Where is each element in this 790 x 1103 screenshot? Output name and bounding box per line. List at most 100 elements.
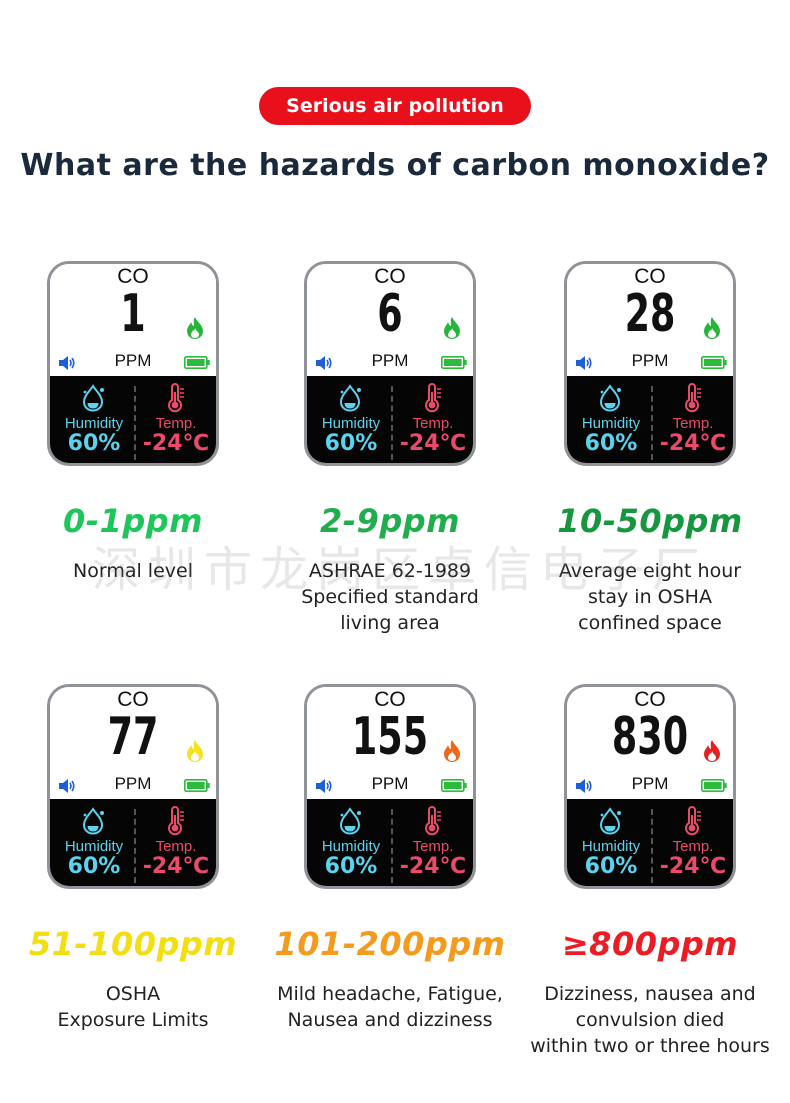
temperature-value: -24℃ [142, 431, 210, 456]
description-line: Mild headache, Fatigue, [277, 983, 503, 1005]
level-description: Dizziness, nausea and convulsion died with… [520, 981, 780, 1059]
co-reading: 77 [107, 707, 159, 767]
flame-icon [444, 317, 460, 339]
display-top-panel: CO 1 PPM [50, 264, 216, 376]
panel-divider [651, 809, 653, 883]
unit-label: PPM [114, 774, 152, 793]
display-top-panel: CO 77 PPM [50, 687, 216, 799]
battery-icon [701, 356, 727, 369]
humidity-drop-icon [82, 807, 104, 835]
panel-divider [391, 809, 393, 883]
ppm-range: 0-1ppm [63, 502, 203, 540]
description-line: Average eight hour [558, 560, 742, 582]
page-headline: What are the hazards of carbon monoxide? [20, 148, 770, 183]
display-bottom-panel: Humidity 60% Temp. -24℃ [567, 799, 733, 886]
description-line: Nausea and dizziness [287, 1009, 493, 1031]
unit-label: PPM [631, 351, 669, 370]
level-description: Mild headache, Fatigue, Nausea and dizzin… [260, 981, 520, 1033]
level-description: Normal level [3, 558, 263, 584]
battery-icon [441, 356, 467, 369]
thermometer-icon [685, 806, 701, 836]
panel-divider [134, 386, 136, 460]
display-bottom-panel: Humidity 60% Temp. -24℃ [307, 376, 473, 463]
unit-label: PPM [371, 774, 409, 793]
gas-label: CO [117, 688, 149, 711]
ppm-range: 51-100ppm [28, 925, 238, 963]
display-top-panel: CO 6 PPM [307, 264, 473, 376]
display-top-panel: CO 28 PPM [567, 264, 733, 376]
description-line: Specified standard [301, 586, 479, 608]
gas-label: CO [374, 265, 406, 288]
battery-icon [441, 779, 467, 792]
description-line: Dizziness, nausea and [544, 983, 756, 1005]
battery-icon [701, 779, 727, 792]
panel-divider [391, 386, 393, 460]
battery-icon [184, 779, 210, 792]
flame-icon [187, 740, 203, 762]
unit-label: PPM [114, 351, 152, 370]
ppm-range: ≥800ppm [561, 925, 739, 963]
flame-icon [704, 740, 720, 762]
description-line: Exposure Limits [57, 1009, 209, 1031]
speaker-icon [316, 779, 332, 793]
battery-icon [184, 356, 210, 369]
thermometer-icon [425, 383, 441, 413]
thermometer-icon [168, 806, 184, 836]
temperature-label: Temp. [672, 838, 714, 855]
humidity-label: Humidity [581, 415, 641, 432]
co-monitor-card: CO 6 PPM [304, 261, 476, 466]
thermometer-icon [685, 383, 701, 413]
co-monitor-card: CO 830 PPM [564, 684, 736, 889]
temperature-value: -24℃ [659, 431, 727, 456]
temperature-value: -24℃ [399, 854, 467, 879]
humidity-label: Humidity [64, 415, 124, 432]
humidity-value: 60% [67, 854, 121, 879]
humidity-value: 60% [67, 431, 121, 456]
humidity-drop-icon [599, 807, 621, 835]
display-bottom-panel: Humidity 60% Temp. -24℃ [307, 799, 473, 886]
temperature-value: -24℃ [399, 431, 467, 456]
co-reading: 28 [624, 284, 676, 344]
description-line: convulsion died [575, 1009, 725, 1031]
level-description: ASHRAE 62-1989 Specified standard living a… [260, 558, 520, 636]
speaker-icon [576, 356, 592, 370]
humidity-drop-icon [339, 384, 361, 412]
flame-icon [704, 317, 720, 339]
level-description: OSHA Exposure Limits [3, 981, 263, 1033]
ppm-range: 2-9ppm [320, 502, 460, 540]
co-monitor-card: CO 28 PPM [564, 261, 736, 466]
gas-label: CO [634, 688, 666, 711]
co-monitor-card: CO 77 PPM [47, 684, 219, 889]
description-line: ASHRAE 62-1989 [308, 560, 472, 582]
panel-divider [651, 386, 653, 460]
humidity-drop-icon [599, 384, 621, 412]
display-bottom-panel: Humidity 60% Temp. -24℃ [50, 799, 216, 886]
co-reading: 830 [611, 707, 689, 767]
co-reading: 1 [120, 284, 146, 344]
level-description: Average eight hour stay in OSHA confined s… [520, 558, 780, 636]
temperature-label: Temp. [155, 838, 197, 855]
temperature-label: Temp. [155, 415, 197, 432]
display-bottom-panel: Humidity 60% Temp. -24℃ [50, 376, 216, 463]
humidity-drop-icon [339, 807, 361, 835]
gas-label: CO [634, 265, 666, 288]
display-bottom-panel: Humidity 60% Temp. -24℃ [567, 376, 733, 463]
description-line: confined space [578, 612, 722, 634]
temperature-label: Temp. [412, 415, 454, 432]
humidity-value: 60% [584, 431, 638, 456]
humidity-value: 60% [584, 854, 638, 879]
humidity-label: Humidity [321, 415, 381, 432]
temperature-label: Temp. [672, 415, 714, 432]
humidity-label: Humidity [581, 838, 641, 855]
humidity-value: 60% [324, 854, 378, 879]
description-line: OSHA [105, 983, 161, 1005]
temperature-value: -24℃ [142, 854, 210, 879]
speaker-icon [59, 779, 75, 793]
display-top-panel: CO 155 PPM [307, 687, 473, 799]
humidity-label: Humidity [321, 838, 381, 855]
humidity-drop-icon [82, 384, 104, 412]
thermometer-icon [168, 383, 184, 413]
temperature-label: Temp. [412, 838, 454, 855]
co-monitor-card: CO 155 PPM [304, 684, 476, 889]
description-line: living area [340, 612, 440, 634]
